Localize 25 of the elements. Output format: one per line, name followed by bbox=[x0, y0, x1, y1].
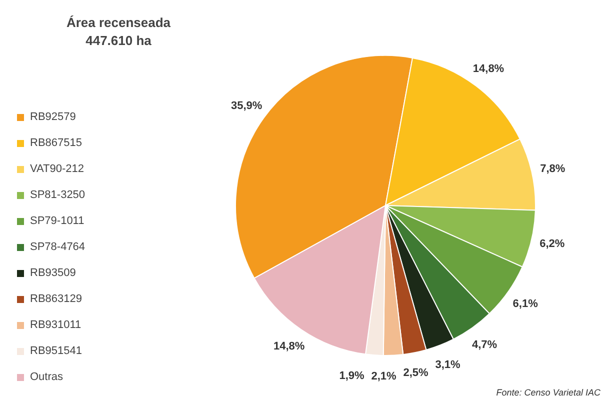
data-label: 1,9% bbox=[339, 370, 364, 382]
legend-label: VAT90-212 bbox=[30, 162, 84, 177]
chart-subtitle: 447.610 ha bbox=[86, 33, 152, 48]
source-note: Fonte: Censo Varietal IAC bbox=[496, 388, 601, 398]
data-label: 14,8% bbox=[273, 340, 305, 353]
data-label: 14,8% bbox=[472, 63, 504, 75]
data-label: 4,7% bbox=[472, 338, 498, 351]
data-label: 2,5% bbox=[403, 367, 428, 380]
chart-title: Área recenseada bbox=[66, 15, 172, 30]
data-label: 6,2% bbox=[540, 238, 565, 250]
legend-label: SP81-3250 bbox=[30, 188, 86, 203]
legend-label: RB867515 bbox=[30, 136, 82, 151]
legend-label: Outras bbox=[30, 370, 64, 385]
legend-label: RB951541 bbox=[30, 344, 82, 359]
legend-label: SP78-4764 bbox=[30, 240, 86, 255]
data-label: 7,8% bbox=[540, 163, 566, 176]
data-label: 3,1% bbox=[435, 358, 460, 371]
legend-label: RB863129 bbox=[30, 292, 82, 307]
legend-label: RB93509 bbox=[30, 266, 76, 281]
data-label: 2,1% bbox=[371, 370, 396, 382]
legend-label: RB92579 bbox=[30, 110, 76, 125]
legend-label: RB931011 bbox=[30, 318, 82, 333]
data-label: 35,9% bbox=[231, 100, 262, 112]
legend-label: SP79-1011 bbox=[30, 214, 84, 229]
data-label: 6,1% bbox=[512, 298, 538, 310]
